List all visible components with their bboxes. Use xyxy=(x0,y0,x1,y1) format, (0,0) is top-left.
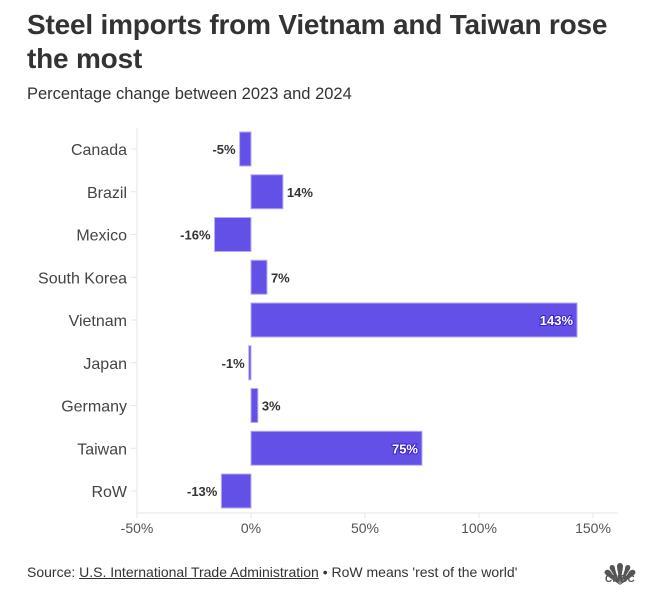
bars-group xyxy=(214,131,578,509)
source-link[interactable]: U.S. International Trade Administration xyxy=(79,564,319,580)
bar-vietnam xyxy=(250,302,578,338)
source-prefix: Source: xyxy=(27,564,80,580)
category-label: Vietnam xyxy=(69,313,127,330)
bar-japan xyxy=(248,345,252,381)
x-tick-label: 100% xyxy=(461,520,497,536)
x-tick-label: 0% xyxy=(241,520,261,536)
footer-note: • RoW means 'rest of the world' xyxy=(318,564,518,580)
bar-south-korea xyxy=(250,259,268,295)
category-label: South Korea xyxy=(38,270,127,287)
value-label: 75% xyxy=(392,441,418,456)
value-label: -1% xyxy=(222,356,246,371)
bar-row xyxy=(220,473,252,509)
chart-title: Steel imports from Vietnam and Taiwan ro… xyxy=(27,9,608,74)
source-note: Source: U.S. International Trade Adminis… xyxy=(27,564,517,580)
chart-subtitle: Percentage change between 2023 and 2024 xyxy=(27,85,352,103)
category-label: RoW xyxy=(91,484,127,501)
x-tick-label: 150% xyxy=(575,520,611,536)
value-label: 7% xyxy=(271,270,290,285)
value-label: 14% xyxy=(287,185,313,200)
bar-mexico xyxy=(214,217,252,252)
value-label: -16% xyxy=(180,228,211,243)
peacock-icon xyxy=(604,563,636,585)
x-tick-label: 50% xyxy=(351,520,379,536)
bar-taiwan xyxy=(250,430,423,466)
category-label: Taiwan xyxy=(77,441,127,458)
bar-germany xyxy=(250,388,259,423)
labels-group: Canada -5% Brazil 14% Mexico -16% South Korea 7… xyxy=(38,142,574,501)
category-label: Germany xyxy=(61,399,127,416)
value-label: 143% xyxy=(540,313,574,328)
category-label: Canada xyxy=(71,142,127,159)
cnbc-logo-text: CNBC xyxy=(604,574,636,585)
category-label: Brazil xyxy=(87,185,127,202)
category-label: Mexico xyxy=(76,228,127,245)
chart-axes: -50% 0% 50% 100% 150% xyxy=(121,128,618,536)
value-label: -5% xyxy=(212,142,236,157)
value-label: 3% xyxy=(262,399,281,414)
x-tick-label: -50% xyxy=(121,520,154,536)
bar-brazil xyxy=(250,174,284,210)
bar-canada xyxy=(239,131,252,167)
value-label: -13% xyxy=(187,484,218,499)
category-label: Japan xyxy=(83,356,127,373)
